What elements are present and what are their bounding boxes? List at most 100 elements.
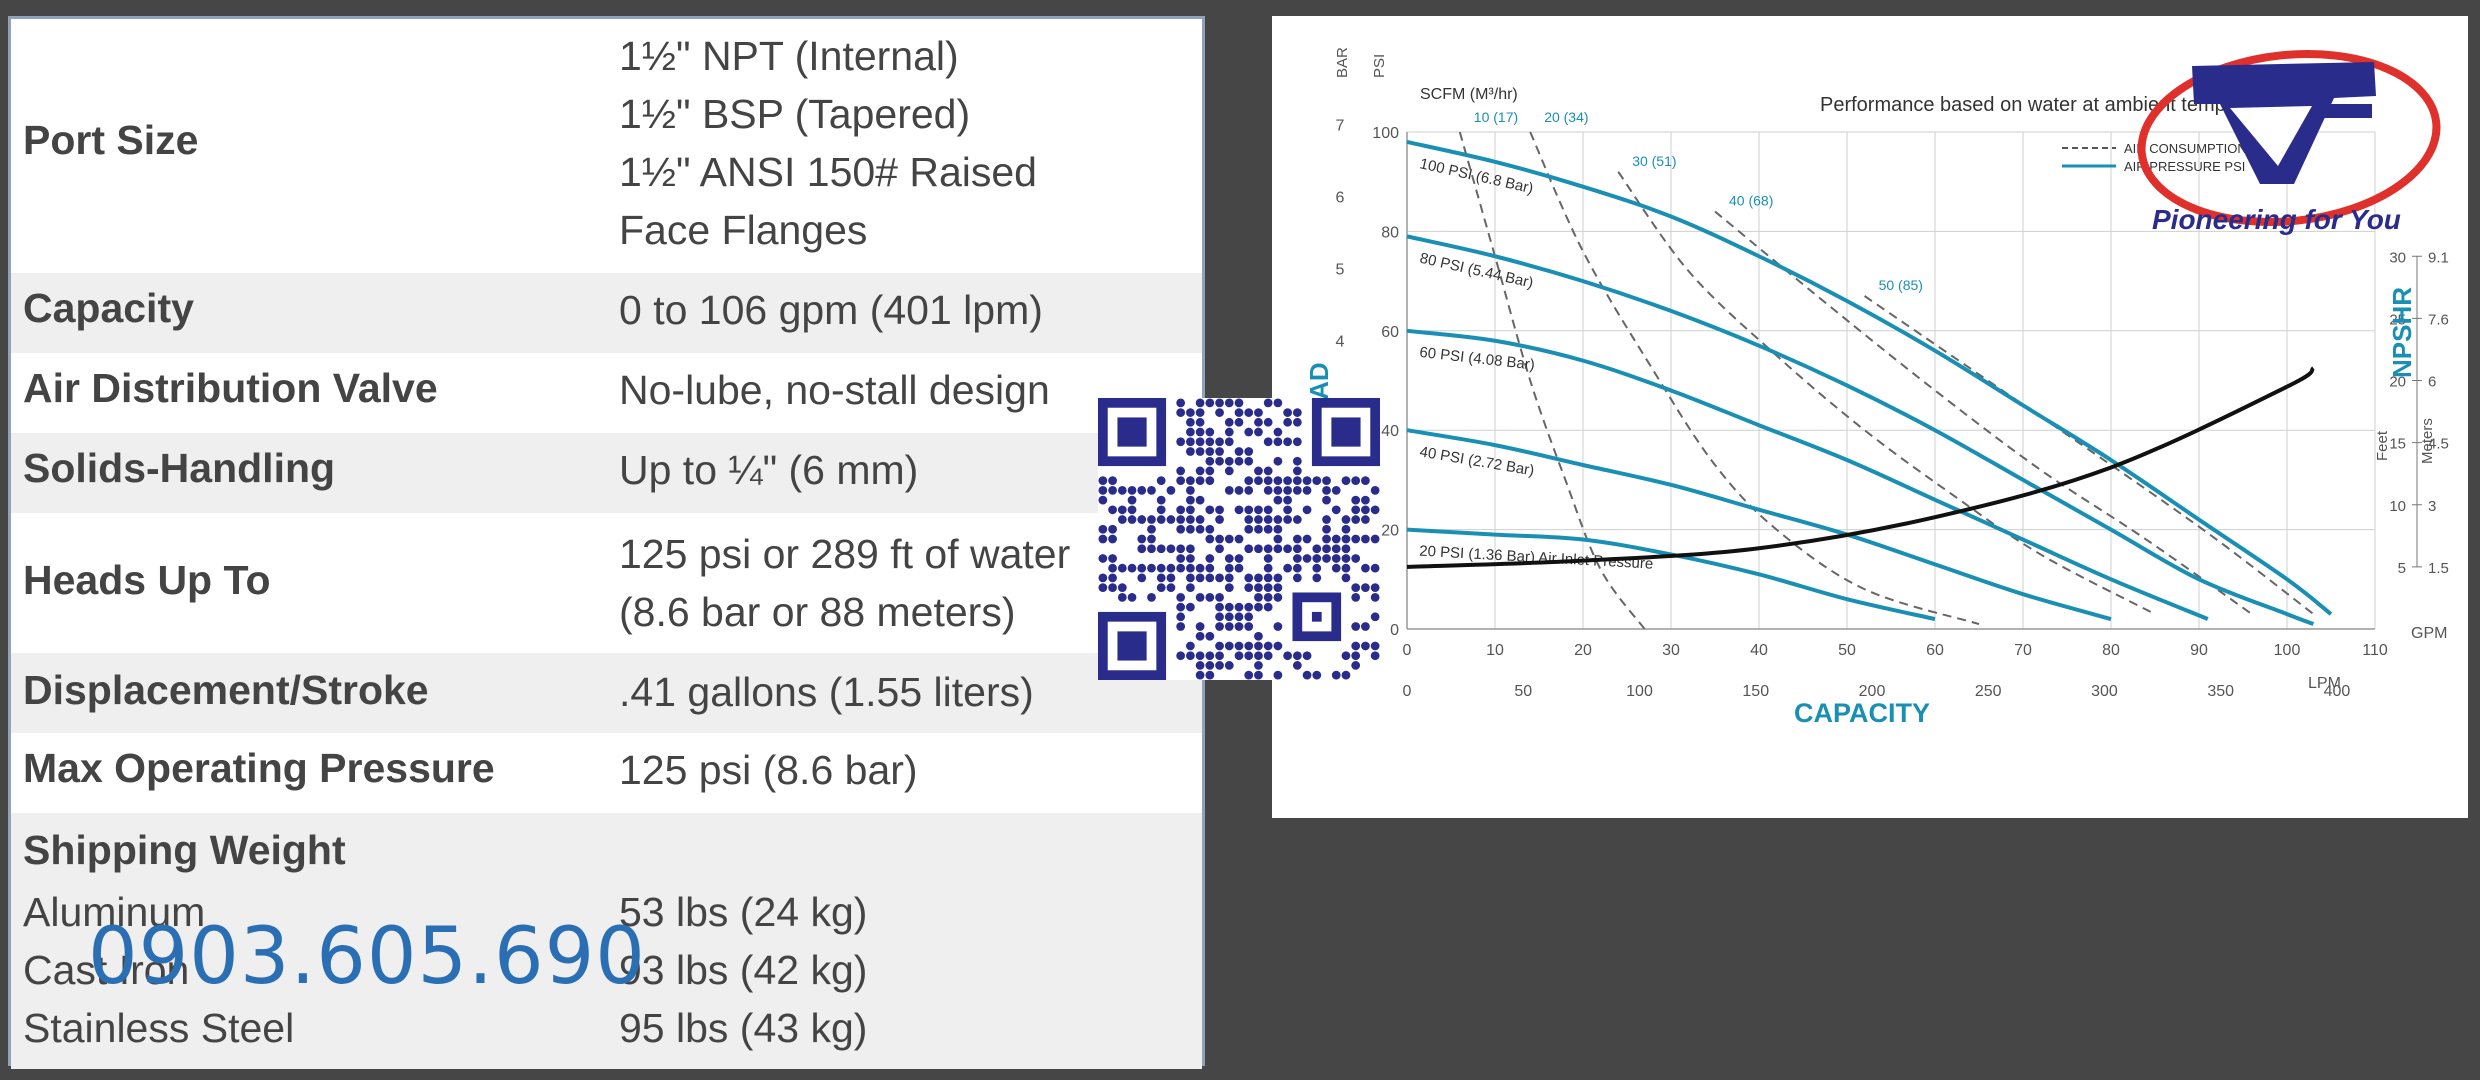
qr-module xyxy=(1234,602,1244,612)
qr-module xyxy=(1341,554,1351,563)
qr-module xyxy=(1283,417,1292,427)
qr-module xyxy=(1254,466,1263,476)
qr-module xyxy=(1254,476,1263,486)
performance-chart: 10 (17) 20 (34) 30 (51) 40 (68) 50 (85) 100 P… xyxy=(1272,16,2468,818)
qr-module xyxy=(1341,670,1351,680)
qr-module xyxy=(1156,515,1166,524)
qr-module xyxy=(1322,524,1331,534)
qr-module xyxy=(1361,476,1370,486)
qr-module xyxy=(1186,573,1195,583)
pressure-curve xyxy=(1406,328,2209,621)
qr-module xyxy=(1117,486,1127,495)
qr-module xyxy=(1205,631,1215,641)
qr-module xyxy=(1224,427,1234,437)
qr-module xyxy=(1254,592,1263,602)
qr-module xyxy=(1195,524,1205,534)
qr-module xyxy=(1224,466,1234,476)
air-consumption-line xyxy=(1714,210,2253,615)
spec-value-line: 1½" ANSI 150# Raised xyxy=(619,149,1037,195)
qr-module xyxy=(1263,524,1273,534)
psi-tick-label: 100 xyxy=(1372,125,1399,142)
lpm-tick-label: 250 xyxy=(1975,683,2002,700)
qr-module xyxy=(1244,544,1254,554)
qr-module xyxy=(1195,592,1205,602)
qr-module xyxy=(1176,398,1186,408)
qr-module xyxy=(1322,534,1331,544)
x-tick-label: 0 xyxy=(1403,642,1412,659)
qr-module xyxy=(1224,554,1234,563)
qr-module xyxy=(1244,651,1254,661)
qr-module xyxy=(1273,524,1283,534)
air-consumption-line xyxy=(1529,131,1980,625)
qr-module xyxy=(1127,563,1137,573)
qr-module xyxy=(1147,486,1156,495)
qr-module xyxy=(1273,670,1283,680)
qr-module xyxy=(1137,544,1147,554)
npshr-feet-label: Feet xyxy=(2374,430,2391,461)
qr-module xyxy=(1351,661,1361,670)
spec-value: Up to ¼" (6 mm) xyxy=(619,447,919,493)
qr-module xyxy=(1263,573,1273,583)
qr-module xyxy=(1351,505,1361,515)
qr-module xyxy=(1283,515,1292,524)
qr-module xyxy=(1186,476,1195,486)
psi-tick-label: 80 xyxy=(1381,224,1399,241)
qr-module xyxy=(1331,554,1341,563)
qr-module xyxy=(1263,563,1273,573)
qr-module xyxy=(1166,583,1176,592)
spec-label: Shipping Weight xyxy=(23,827,346,873)
qr-module xyxy=(1176,651,1186,661)
qr-module xyxy=(1224,573,1234,583)
qr-module xyxy=(1205,563,1215,573)
qr-module xyxy=(1283,505,1292,515)
qr-module xyxy=(1244,583,1254,592)
qr-module xyxy=(1186,602,1195,612)
qr-module xyxy=(1302,534,1312,544)
qr-module xyxy=(1263,592,1273,602)
qr-module xyxy=(1292,563,1302,573)
qr-module xyxy=(1254,524,1263,534)
qr-module xyxy=(1254,505,1263,515)
lpm-tick-label: 200 xyxy=(1859,683,1886,700)
qr-module xyxy=(1224,417,1234,427)
qr-module xyxy=(1234,447,1244,456)
logo-bar-icon xyxy=(2312,104,2372,118)
qr-module xyxy=(1195,573,1205,583)
qr-module xyxy=(1283,408,1292,417)
qr-module xyxy=(1108,563,1117,573)
npshr-curve xyxy=(1406,366,2315,569)
qr-module xyxy=(1215,505,1224,515)
x-tick-label: 60 xyxy=(1926,642,1944,659)
weight-value: 93 lbs (42 kg) xyxy=(619,947,868,993)
qr-module xyxy=(1292,544,1302,554)
qr-module xyxy=(1370,563,1380,573)
qr-module xyxy=(1263,544,1273,554)
qr-module xyxy=(1302,670,1312,680)
qr-module xyxy=(1312,476,1322,486)
spec-row-shipping: Shipping Weight Aluminum Cast Iron Stain… xyxy=(11,813,1202,1069)
qr-module xyxy=(1244,447,1254,456)
qr-module xyxy=(1176,602,1186,612)
qr-finder-core xyxy=(1117,417,1147,447)
qr-module xyxy=(1292,466,1302,476)
air-consumption-label: 30 (51) xyxy=(1632,153,1676,169)
qr-module xyxy=(1234,563,1244,573)
qr-module xyxy=(1195,563,1205,573)
qr-module xyxy=(1108,534,1117,544)
qr-module xyxy=(1234,641,1244,651)
qr-module xyxy=(1205,505,1215,515)
qr-module xyxy=(1322,544,1331,554)
qr-module xyxy=(1370,534,1380,544)
qr-module xyxy=(1322,495,1331,505)
qr-module xyxy=(1176,622,1186,631)
qr-module xyxy=(1302,476,1312,486)
qr-module xyxy=(1205,670,1215,680)
qr-module xyxy=(1205,534,1215,544)
qr-module xyxy=(1098,583,1108,592)
pressure-curve xyxy=(1406,139,2333,616)
qr-module xyxy=(1156,476,1166,486)
qr-module xyxy=(1273,641,1283,651)
qr-module xyxy=(1244,612,1254,622)
qr-module xyxy=(1137,534,1147,544)
qr-module xyxy=(1224,602,1234,612)
